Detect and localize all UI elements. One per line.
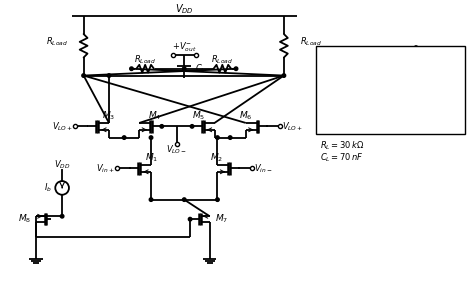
Text: $R_{Load}$: $R_{Load}$ [46,36,68,48]
Text: $M_6$: $M_6$ [239,109,253,122]
Text: $R_L=30\,k\Omega$: $R_L=30\,k\Omega$ [320,140,365,152]
Text: $\left(\frac{W}{L}\right)_{8}$: $\left(\frac{W}{L}\right)_{8}$ [334,113,353,129]
Text: $R_{Load}$: $R_{Load}$ [211,54,233,66]
Text: $=\dfrac{64\,\mu m}{0.18\,\mu m}$: $=\dfrac{64\,\mu m}{0.18\,\mu m}$ [398,87,440,111]
Text: $M_7$: $M_7$ [215,213,228,225]
Circle shape [228,136,232,139]
Text: $\left(\frac{W}{L}\right)_{7}$: $\left(\frac{W}{L}\right)_{7}$ [334,91,353,107]
Circle shape [282,74,286,77]
Text: $M_2$: $M_2$ [210,151,223,164]
Text: $V_{LO-}$: $V_{LO-}$ [166,144,187,156]
Text: $M_3$: $M_3$ [102,109,116,122]
Text: $C_L=70\,nF$: $C_L=70\,nF$ [320,151,364,164]
Text: $I_b$: $I_b$ [45,182,52,194]
Circle shape [182,198,186,201]
Circle shape [160,125,164,128]
Circle shape [188,218,192,221]
Text: $M_1$: $M_1$ [146,151,159,164]
Circle shape [60,214,64,218]
Circle shape [149,136,153,139]
Text: $V_{DD}$: $V_{DD}$ [54,158,70,171]
Circle shape [107,74,111,77]
Text: $\left(\frac{W}{L}\right)_{3-6}$: $\left(\frac{W}{L}\right)_{3-6}$ [329,69,358,86]
Circle shape [122,136,126,139]
Circle shape [182,67,186,71]
Text: $R_{Load}$: $R_{Load}$ [300,36,321,48]
Text: $V_{LO+}$: $V_{LO+}$ [282,120,303,133]
Text: $=\dfrac{2\,\mu m}{0.18\,\mu m}$: $=\dfrac{2\,\mu m}{0.18\,\mu m}$ [398,44,440,68]
Text: $V_{LO+}$: $V_{LO+}$ [52,120,73,133]
Circle shape [234,67,238,71]
Text: $V_{in-}$: $V_{in-}$ [254,162,272,174]
Circle shape [190,125,194,128]
Text: $C_L$: $C_L$ [195,63,206,75]
Text: $=\dfrac{40\,\mu m}{0.18\,\mu m}$: $=\dfrac{40\,\mu m}{0.18\,\mu m}$ [398,65,440,90]
Text: $V_{in+}$: $V_{in+}$ [96,162,115,174]
Text: $=\dfrac{2\,\mu m}{0.18\,\mu m}$: $=\dfrac{2\,\mu m}{0.18\,\mu m}$ [398,108,440,133]
Circle shape [216,198,219,201]
Text: $M_5$: $M_5$ [192,109,206,122]
Circle shape [216,136,219,139]
Text: $M_4$: $M_4$ [148,109,162,122]
Text: $\left(\frac{W}{L}\right)_{1-2}$: $\left(\frac{W}{L}\right)_{1-2}$ [329,48,357,64]
Text: $R_{Load}$: $R_{Load}$ [134,54,156,66]
Circle shape [130,67,133,71]
Bar [316,46,465,134]
Text: $M_8$: $M_8$ [18,213,31,225]
Text: $V_{DD}$: $V_{DD}$ [175,2,194,16]
Text: $+V_{out}^{-}$: $+V_{out}^{-}$ [172,40,197,54]
Circle shape [82,74,85,77]
Circle shape [149,198,153,201]
